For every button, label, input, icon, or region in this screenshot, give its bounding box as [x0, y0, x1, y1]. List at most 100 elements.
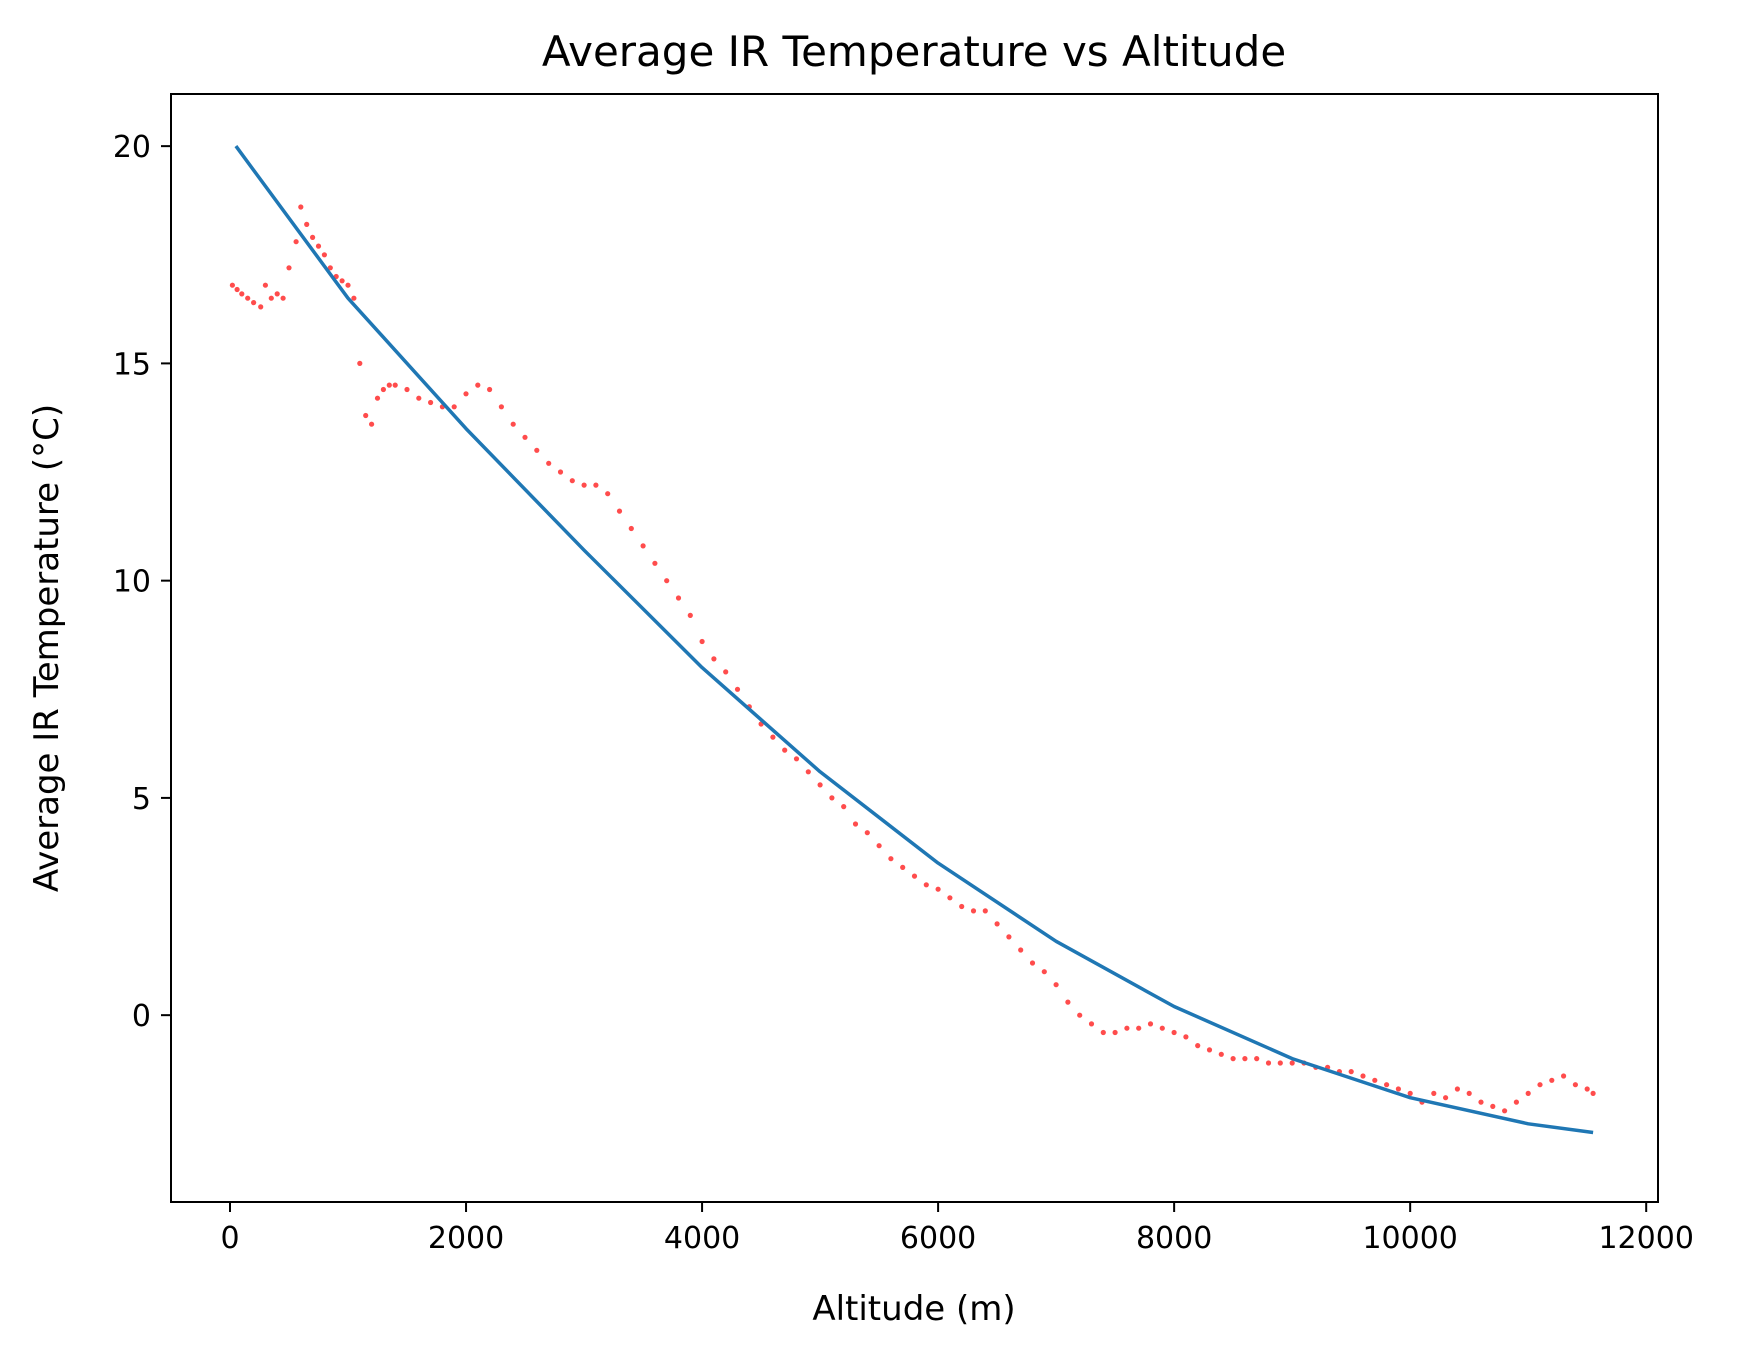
scatter-point-69 — [876, 843, 882, 849]
scatter-point-111 — [1372, 1077, 1378, 1083]
scatter-point-92 — [1147, 1021, 1154, 1027]
scatter-point-6 — [262, 282, 268, 288]
scatter-point-121 — [1490, 1103, 1496, 1109]
scatter-point-67 — [852, 821, 859, 827]
scatter-point-31 — [428, 399, 434, 406]
scatter-point-17 — [327, 265, 333, 271]
scatter-point-104 — [1289, 1060, 1295, 1066]
scatter-point-55 — [711, 656, 717, 662]
x-tick-label-1: 2000 — [428, 1221, 504, 1256]
scatter-point-46 — [605, 491, 611, 497]
scatter-point-14 — [310, 234, 316, 240]
scatter-point-13 — [304, 221, 310, 227]
scatter-point-23 — [363, 412, 369, 419]
scatter-point-16 — [321, 252, 327, 258]
x-axis-label: Altitude (m) — [812, 1289, 1015, 1329]
scatter-point-8 — [274, 291, 280, 297]
scatter-point-5 — [258, 304, 264, 310]
scatter-point-39 — [522, 434, 528, 440]
scatter-point-96 — [1195, 1043, 1201, 1049]
scatter-point-101 — [1254, 1056, 1260, 1062]
scatter-point-100 — [1242, 1056, 1248, 1062]
scatter-point-90 — [1124, 1025, 1130, 1031]
scatter-point-70 — [888, 856, 894, 862]
scatter-point-76 — [959, 903, 965, 910]
scatter-point-98 — [1218, 1051, 1224, 1057]
scatter-point-26 — [380, 386, 386, 393]
scatter-point-63 — [805, 769, 811, 775]
scatter-point-118 — [1454, 1086, 1460, 1092]
y-axis: 0 5 10 15 20 — [113, 130, 171, 1034]
scatter-point-15 — [315, 243, 322, 249]
x-tick-label-5: 10000 — [1362, 1221, 1457, 1256]
scatter-point-95 — [1183, 1034, 1189, 1040]
y-axis-label: Average IR Temperature (°C) — [27, 404, 67, 892]
x-tick-label-4: 8000 — [1136, 1221, 1212, 1256]
scatter-point-36 — [487, 386, 493, 393]
x-axis: 0 2000 4000 6000 8000 10000 12000 — [220, 1202, 1694, 1256]
scatter-point-126 — [1549, 1077, 1555, 1083]
scatter-point-122 — [1502, 1108, 1508, 1114]
scatter-point-74 — [935, 886, 941, 892]
scatter-point-82 — [1029, 960, 1036, 966]
scatter-point-103 — [1277, 1060, 1283, 1066]
scatter-point-97 — [1206, 1047, 1213, 1053]
x-tick-label-2: 4000 — [664, 1221, 740, 1256]
scatter-point-60 — [770, 734, 776, 740]
scatter-point-54 — [699, 638, 705, 645]
scatter-point-119 — [1466, 1090, 1472, 1096]
fit-curve-layer — [234, 145, 1594, 1135]
scatter-point-72 — [911, 873, 918, 879]
scatter-point-102 — [1265, 1060, 1272, 1066]
x-tick-label-0: 0 — [220, 1221, 239, 1256]
scatter-point-81 — [1018, 947, 1024, 953]
scatter-point-20 — [345, 282, 351, 288]
scatter-point-7 — [268, 295, 274, 301]
scatter-point-99 — [1230, 1056, 1236, 1062]
scatter-point-2 — [239, 291, 245, 297]
scatter-point-117 — [1443, 1095, 1449, 1101]
scatter-point-41 — [546, 460, 552, 466]
scatter-point-48 — [628, 525, 634, 532]
scatter-point-79 — [994, 921, 1000, 927]
fit-curve — [234, 145, 1594, 1135]
scatter-point-10 — [286, 265, 292, 271]
scatter-point-120 — [1478, 1099, 1484, 1105]
scatter-point-77 — [970, 908, 977, 914]
y-tick-label-3: 15 — [113, 347, 151, 382]
scatter-point-78 — [982, 908, 988, 914]
scatter-point-57 — [734, 686, 741, 692]
scatter-point-29 — [404, 386, 410, 393]
scatter-point-47 — [616, 508, 623, 514]
y-tick-label-2: 10 — [113, 565, 151, 600]
scatter-point-19 — [339, 278, 345, 284]
scatter-point-93 — [1159, 1025, 1165, 1031]
scatter-point-129 — [1584, 1086, 1590, 1092]
scatter-point-51 — [664, 578, 670, 584]
scatter-point-12 — [298, 204, 304, 210]
scatter-point-80 — [1006, 934, 1012, 940]
y-tick-label-1: 5 — [132, 782, 151, 817]
scatter-point-42 — [557, 469, 564, 475]
scatter-point-75 — [947, 895, 953, 901]
scatter-point-21 — [351, 295, 357, 301]
scatter-point-56 — [723, 669, 729, 675]
scatter-point-109 — [1348, 1069, 1354, 1075]
scatter-point-33 — [451, 404, 457, 410]
scatter-point-34 — [463, 391, 469, 397]
scatter-point-64 — [817, 782, 823, 788]
scatter-point-38 — [510, 421, 516, 427]
scatter-point-73 — [923, 882, 929, 888]
scatter-point-123 — [1513, 1099, 1519, 1105]
scatter-point-71 — [900, 864, 906, 871]
scatter-point-88 — [1100, 1029, 1106, 1036]
scatter-point-43 — [569, 478, 575, 484]
scatter-point-94 — [1171, 1029, 1177, 1036]
scatter-point-89 — [1112, 1029, 1118, 1036]
y-tick-label-0: 0 — [132, 999, 151, 1034]
scatter-point-40 — [534, 447, 540, 453]
chart-title: Average IR Temperature vs Altitude — [542, 27, 1286, 76]
scatter-point-125 — [1537, 1082, 1543, 1088]
scatter-point-110 — [1360, 1073, 1366, 1079]
scatter-point-22 — [357, 360, 363, 366]
